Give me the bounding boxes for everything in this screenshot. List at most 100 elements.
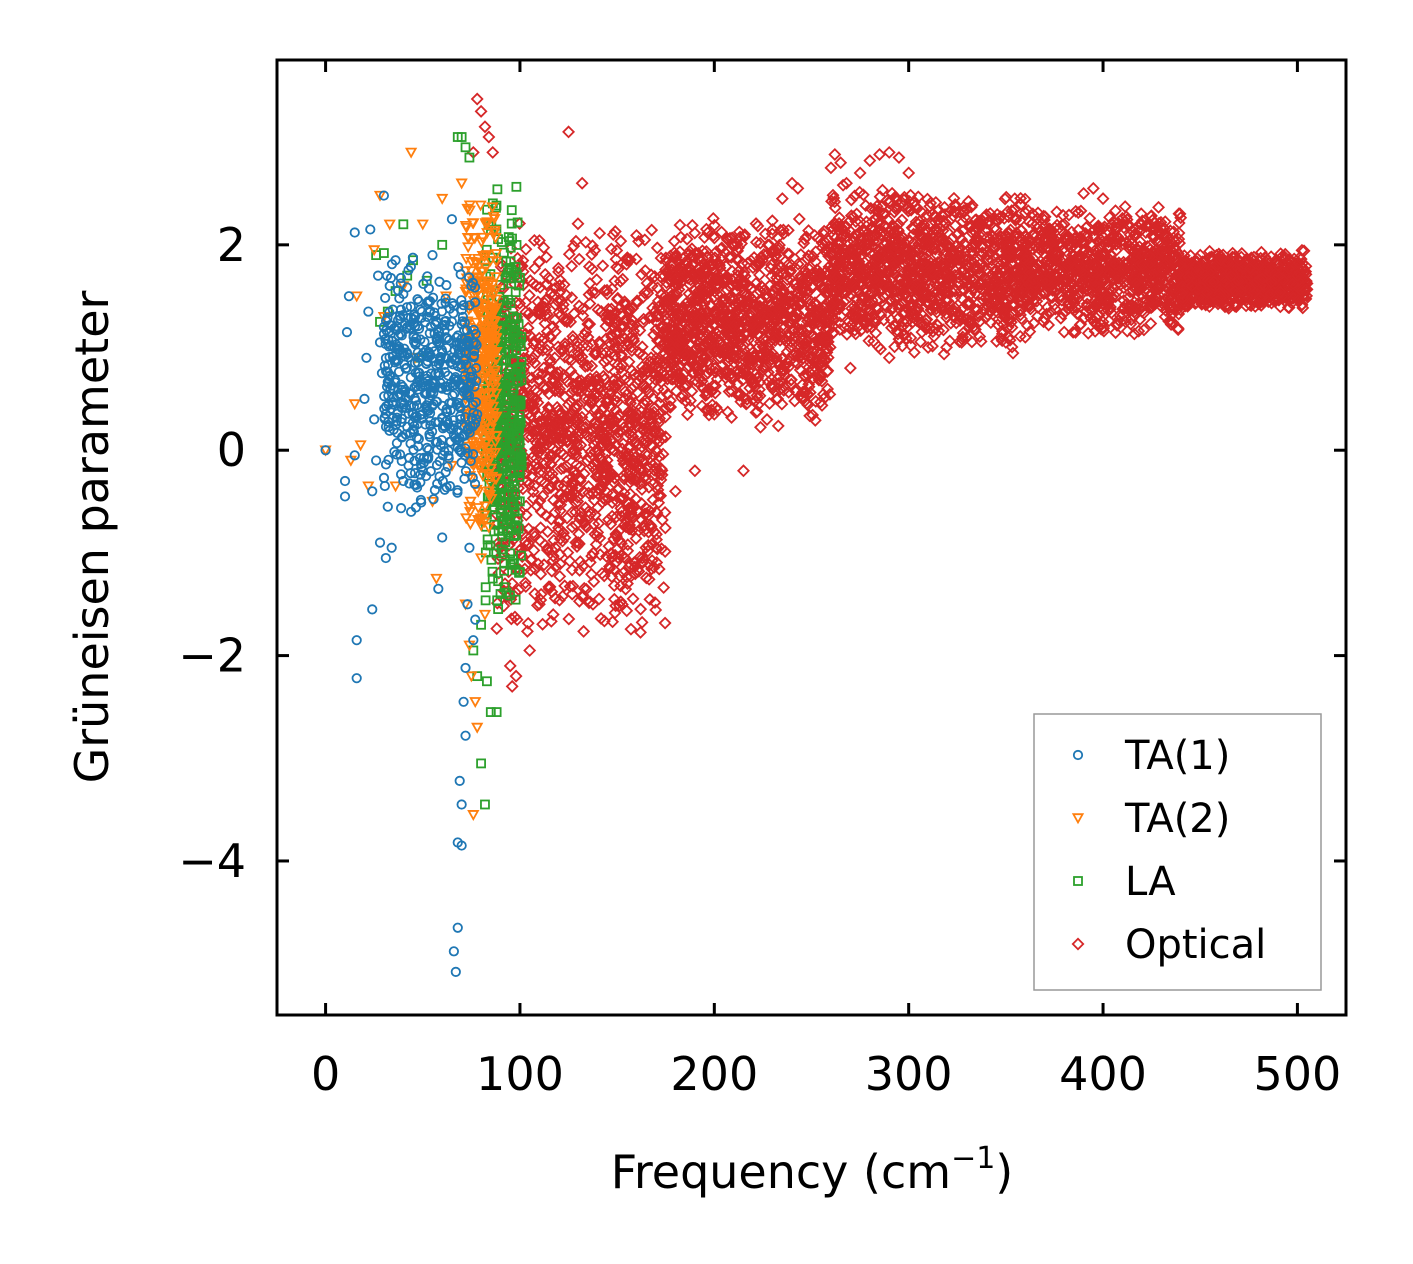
data-point — [577, 484, 591, 498]
data-point — [1023, 302, 1037, 316]
data-point — [1105, 222, 1119, 236]
data-point — [553, 557, 567, 571]
data-point — [661, 335, 675, 349]
data-point — [635, 615, 649, 629]
data-point — [581, 359, 595, 373]
data-point — [586, 487, 600, 501]
data-point — [534, 474, 548, 488]
data-point — [595, 566, 609, 580]
data-point — [664, 323, 678, 337]
data-point — [849, 327, 863, 341]
data-point — [1044, 228, 1058, 242]
data-point — [614, 361, 628, 375]
data-point — [549, 560, 563, 574]
data-point — [621, 538, 635, 552]
data-point — [587, 575, 601, 589]
data-point — [703, 346, 717, 360]
data-point — [583, 555, 597, 569]
data-point — [610, 390, 624, 403]
data-point — [696, 263, 710, 277]
data-point — [579, 325, 593, 339]
data-point — [1044, 225, 1058, 239]
data-point — [755, 250, 769, 264]
data-point — [542, 432, 556, 445]
data-point — [718, 298, 732, 312]
data-point — [1119, 210, 1133, 224]
data-point — [635, 482, 649, 496]
data-point — [938, 236, 951, 250]
data-point — [738, 228, 752, 242]
data-point — [879, 266, 893, 280]
data-point — [1123, 285, 1137, 299]
data-point — [847, 276, 861, 290]
data-point — [1031, 206, 1045, 220]
data-point — [708, 251, 722, 265]
data-point — [937, 286, 951, 300]
data-point — [531, 367, 545, 381]
data-point — [1043, 243, 1057, 257]
data-point — [952, 226, 966, 240]
data-point — [567, 377, 580, 391]
data-point — [832, 284, 846, 298]
data-point — [541, 482, 555, 496]
data-point — [936, 323, 950, 337]
data-point — [737, 265, 751, 279]
data-point — [527, 479, 541, 493]
data-point — [929, 221, 943, 235]
data-point — [751, 370, 765, 384]
data-point — [832, 302, 846, 316]
data-point — [808, 228, 822, 242]
data-point — [912, 261, 926, 275]
data-point — [769, 249, 783, 263]
data-point — [637, 464, 651, 478]
data-point — [899, 202, 913, 215]
data-point — [595, 436, 609, 450]
data-point — [1136, 258, 1150, 272]
data-point — [534, 587, 548, 601]
data-point — [576, 339, 590, 353]
data-point — [828, 231, 842, 245]
data-point — [553, 593, 566, 607]
data-point — [924, 196, 938, 210]
data-point — [543, 329, 557, 343]
data-point — [795, 391, 809, 405]
data-point — [569, 518, 583, 532]
data-point — [1069, 204, 1083, 218]
data-point — [1080, 297, 1094, 311]
data-point — [997, 294, 1011, 308]
data-point — [576, 302, 590, 316]
data-point — [596, 491, 610, 505]
data-point — [907, 227, 921, 241]
data-point — [634, 602, 648, 616]
data-point — [624, 569, 638, 583]
data-point — [1009, 211, 1023, 225]
data-point — [727, 319, 741, 333]
data-point — [521, 321, 535, 335]
data-point — [860, 320, 874, 334]
data-point — [1168, 253, 1182, 267]
data-point — [599, 319, 613, 333]
data-point — [721, 365, 735, 379]
data-point — [898, 328, 912, 342]
data-point — [589, 416, 603, 430]
data-point — [619, 582, 633, 596]
data-point — [532, 342, 546, 356]
data-point — [653, 434, 667, 448]
data-point — [581, 386, 595, 399]
data-point — [532, 409, 546, 423]
data-point — [969, 226, 983, 240]
data-point — [574, 378, 588, 392]
data-point — [525, 371, 539, 385]
data-point — [710, 271, 724, 285]
data-point — [888, 340, 902, 354]
data-point — [1034, 244, 1048, 257]
data-point — [992, 283, 1006, 297]
data-point — [664, 400, 678, 414]
data-point — [1020, 250, 1034, 264]
data-point — [606, 411, 620, 425]
data-point — [559, 490, 573, 504]
data-point — [668, 273, 682, 287]
data-point — [593, 226, 607, 240]
data-point — [868, 283, 882, 297]
data-point — [569, 234, 583, 248]
